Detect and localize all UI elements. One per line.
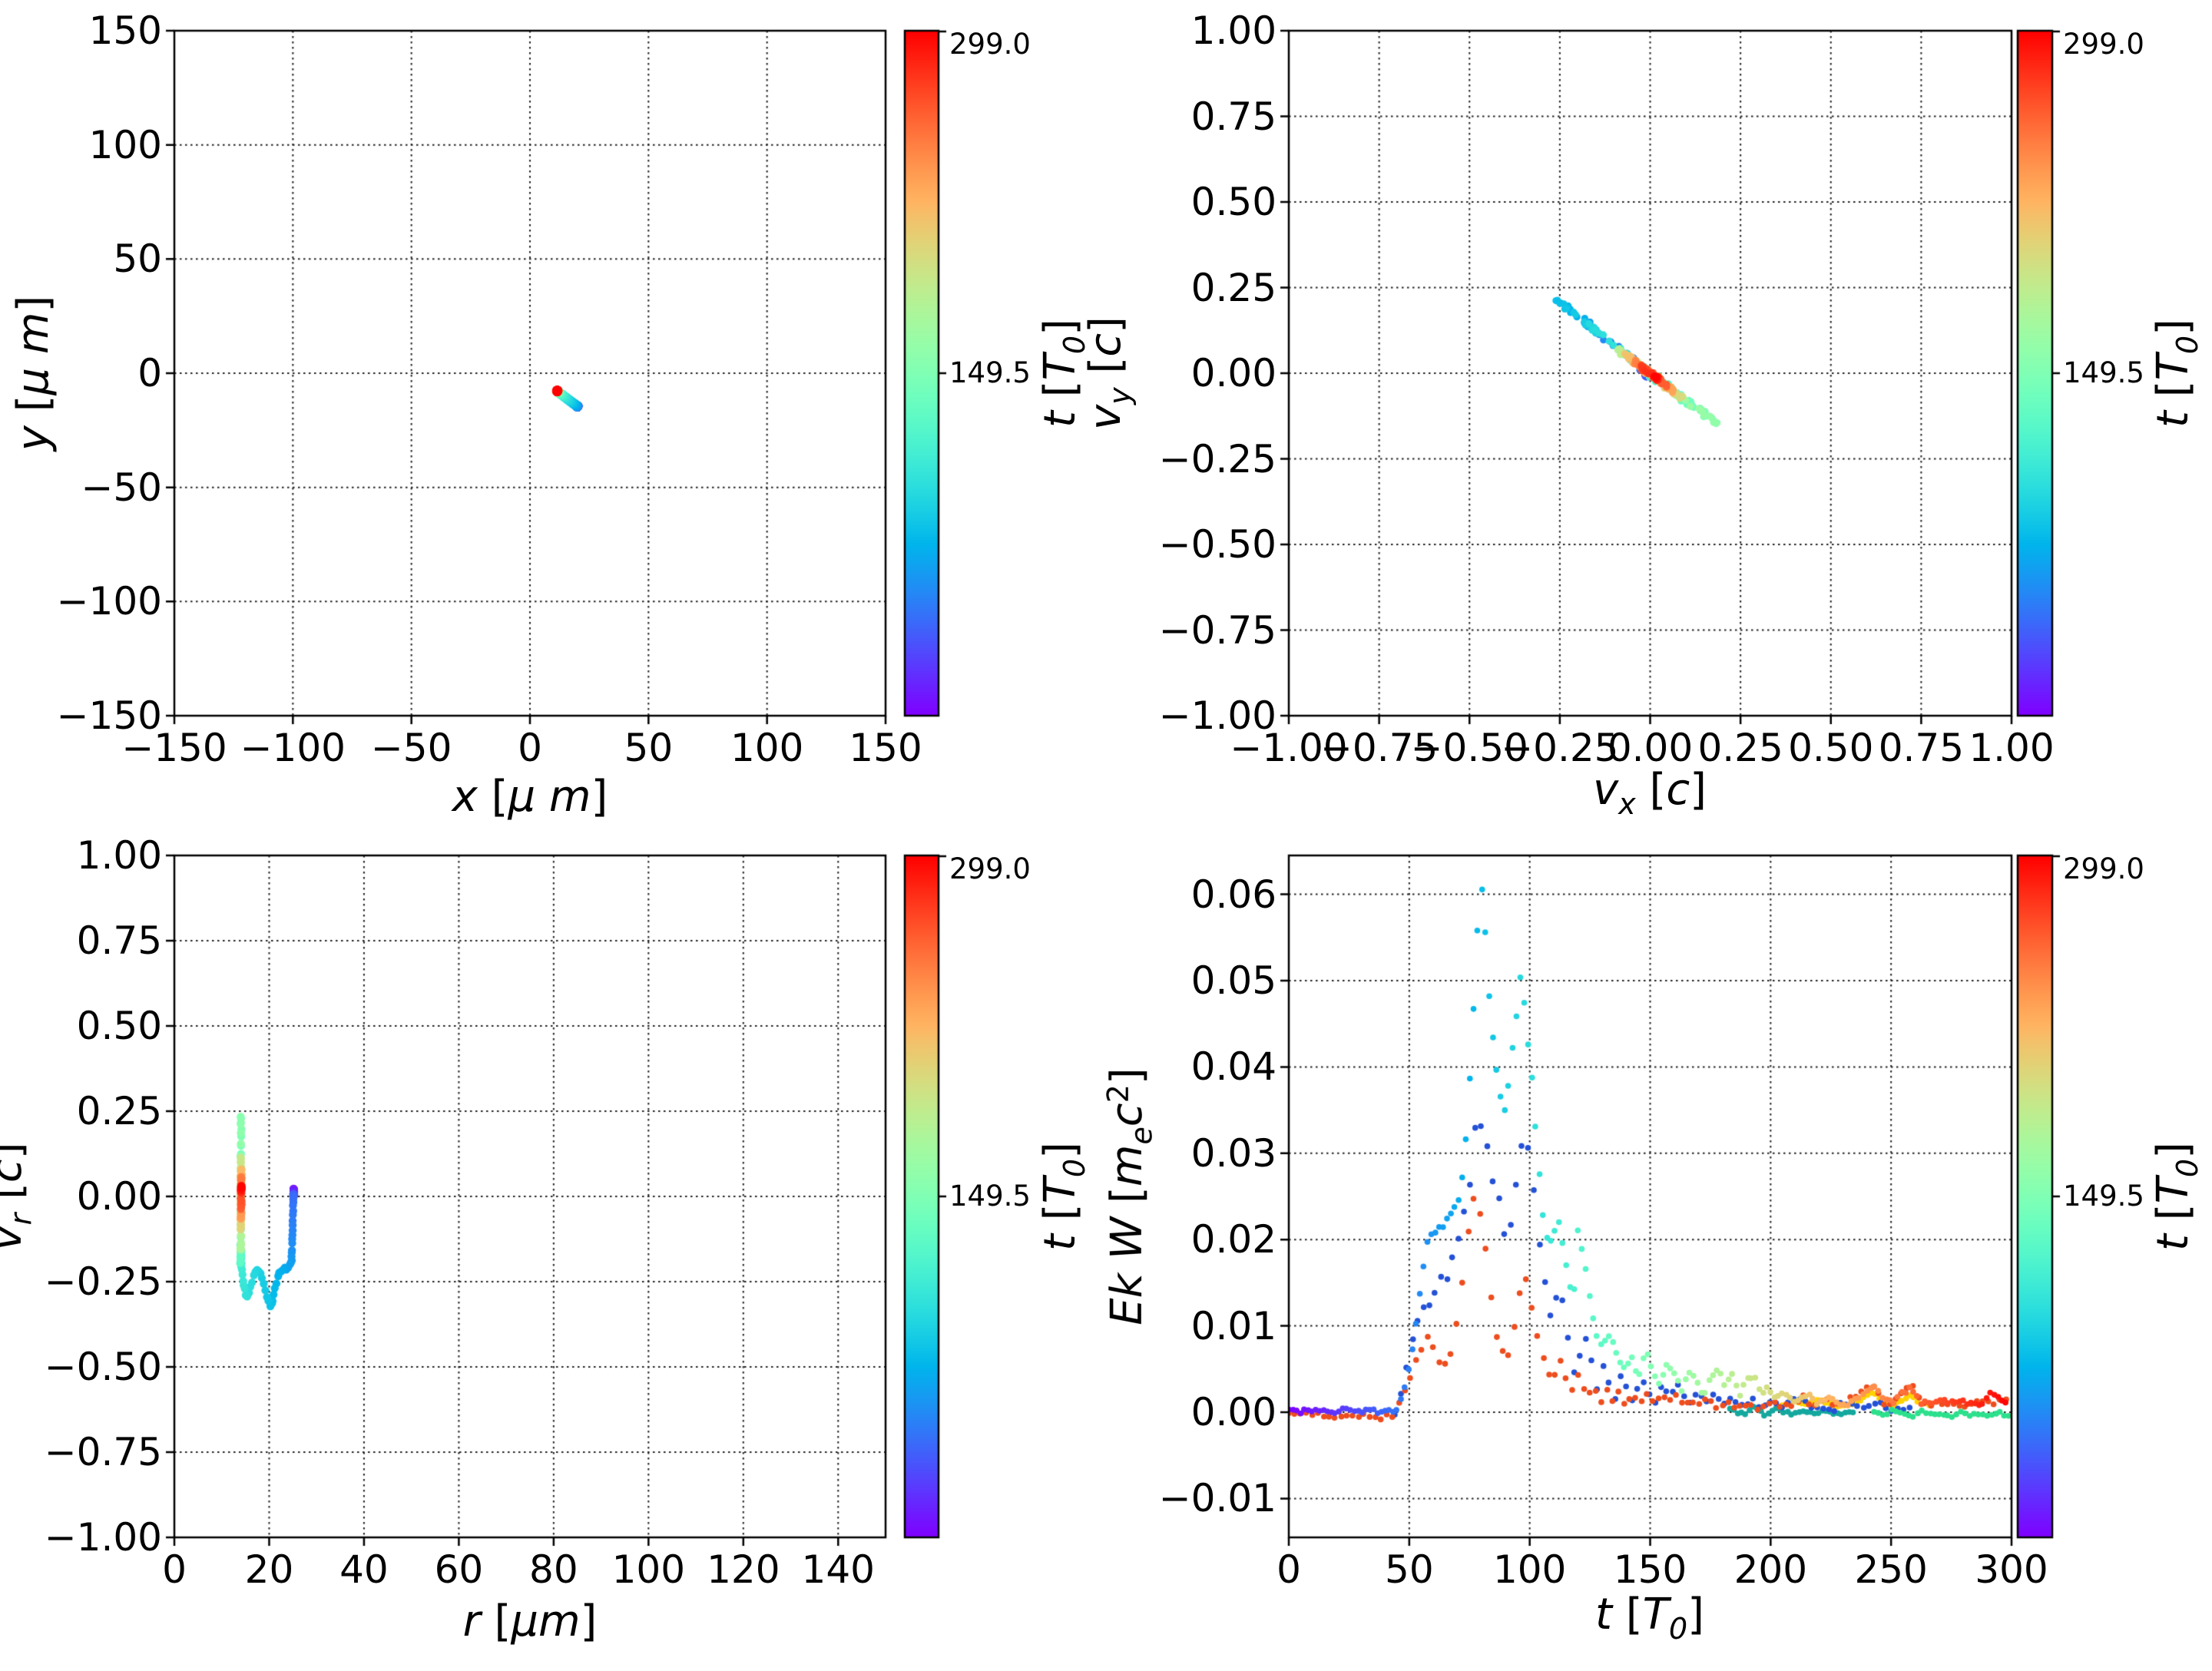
plot3-ytick-label: 0.25 — [76, 1089, 162, 1133]
plot4-xtick-label: 100 — [1492, 1547, 1567, 1592]
colorbar4-mid-label: 149.5 — [2063, 1180, 2144, 1213]
plot1-xtick-label: −150 — [121, 726, 227, 770]
plot4-xtick-label: 300 — [1975, 1547, 2048, 1592]
axis-label-y-plot4: Ek W [mec2] — [1101, 1067, 1159, 1325]
plot2-xtick-label: 0.00 — [1607, 726, 1694, 770]
plot4-xtick-label: 150 — [1613, 1547, 1687, 1592]
axis-label-x-plot3: r [μm] — [462, 1597, 598, 1646]
plot3-ytick-label: −0.25 — [44, 1259, 162, 1304]
plot2-xtick-label: −1.00 — [1230, 726, 1348, 770]
plot3-xtick-label: 120 — [707, 1547, 780, 1592]
plot2-xtick-label: 1.00 — [1969, 726, 2055, 770]
plot2-ytick-label: 0.75 — [1190, 94, 1277, 139]
colorbar2-mid-label: 149.5 — [2063, 356, 2144, 389]
plot3-xtick-label: 40 — [339, 1547, 389, 1592]
plot4-ytick-label: 0.03 — [1190, 1130, 1277, 1176]
colorbar2-title: t [T0] — [2147, 319, 2205, 428]
plot1-ytick-label: −150 — [56, 693, 162, 738]
plot3-ytick-label: 0.00 — [76, 1174, 162, 1219]
plot3-xtick-label: 140 — [801, 1547, 875, 1592]
axis-label-x-plot2: vx [c] — [1593, 764, 1707, 822]
plot2-ytick-label: 0.25 — [1190, 265, 1277, 310]
plot1-ytick-label: 150 — [88, 8, 162, 53]
plot4-ytick-label: −0.01 — [1158, 1476, 1277, 1521]
plot1-ytick-label: −100 — [56, 579, 162, 624]
plot1-xtick-label: −50 — [370, 726, 452, 770]
plot1-ytick-label: 0 — [137, 351, 162, 395]
plot2-xtick-label: 0.75 — [1878, 726, 1965, 770]
plot3-xtick-label: 100 — [611, 1547, 686, 1592]
plot2-xtick-label: 0.50 — [1788, 726, 1874, 770]
plot2-ytick-label: −1.00 — [1158, 693, 1277, 738]
plot2-xtick-label: −0.75 — [1320, 726, 1439, 770]
plot2-ytick-label: −0.50 — [1158, 522, 1277, 567]
plot1-xtick-label: 0 — [518, 726, 542, 770]
plot1-xtick-label: −100 — [240, 726, 346, 770]
plot3-ytick-label: −1.00 — [44, 1515, 162, 1560]
plot3-ytick-label: −0.75 — [44, 1430, 162, 1474]
plot2-xtick-label: −0.50 — [1410, 726, 1528, 770]
colorbar1-mid-label: 149.5 — [949, 356, 1031, 389]
plot3-xtick-label: 20 — [244, 1547, 294, 1592]
plot4-xtick-label: 250 — [1854, 1547, 1928, 1592]
plot2-xtick-label: −0.25 — [1501, 726, 1619, 770]
colorbar3-max-label: 299.0 — [949, 852, 1031, 885]
colorbar4-max-label: 299.0 — [2063, 852, 2144, 885]
colorbar4-title: t [T0] — [2147, 1142, 2205, 1251]
colorbar3-mid-label: 149.5 — [949, 1180, 1031, 1213]
plot1-xtick-label: 50 — [624, 726, 674, 770]
plot4-xtick-label: 0 — [1277, 1547, 1301, 1592]
plot2-xtick-label: 0.25 — [1697, 726, 1783, 770]
plot4-ytick-label: 0.01 — [1190, 1303, 1277, 1348]
plot1-ytick-label: −50 — [81, 465, 162, 510]
plot4-ytick-label: 0.05 — [1190, 958, 1277, 1003]
plot3-ytick-label: 1.00 — [76, 833, 162, 878]
plot4-ytick-label: 0.04 — [1190, 1044, 1277, 1090]
plot4-xtick-label: 200 — [1734, 1547, 1808, 1592]
plot4-ytick-label: 0.00 — [1190, 1390, 1277, 1434]
plot1-ytick-label: 50 — [113, 237, 162, 282]
plot1-ytick-label: 100 — [88, 122, 162, 167]
plot4-ytick-label: 0.02 — [1190, 1217, 1277, 1262]
plot2-ytick-label: −0.25 — [1158, 436, 1277, 481]
plot3-xtick-label: 0 — [162, 1547, 187, 1592]
plot2-ytick-label: 0.00 — [1190, 351, 1277, 395]
colorbar1-title: t [T0] — [1035, 319, 1092, 428]
plot1-xtick-label: 100 — [730, 726, 804, 770]
plot2-ytick-label: 0.50 — [1190, 180, 1277, 224]
axis-label-x-plot1: x [μ m] — [452, 772, 608, 822]
plot4-ytick-label: 0.06 — [1190, 872, 1277, 917]
plot1-xtick-label: 150 — [849, 726, 922, 770]
colorbar2-max-label: 299.0 — [2063, 28, 2144, 61]
plot2-ytick-label: 1.00 — [1190, 8, 1277, 53]
plot2-ytick-label: −0.75 — [1158, 607, 1277, 653]
colorbar1-max-label: 299.0 — [949, 28, 1031, 61]
axis-label-x-plot4: t [T0] — [1595, 1589, 1704, 1646]
colorbar3-title: t [T0] — [1035, 1142, 1092, 1251]
plot3-xtick-label: 60 — [434, 1547, 484, 1592]
plot3-xtick-label: 80 — [529, 1547, 578, 1592]
plot4-xtick-label: 50 — [1385, 1547, 1434, 1592]
plot3-ytick-label: −0.50 — [44, 1345, 162, 1389]
plot3-ytick-label: 0.75 — [76, 918, 162, 963]
plot3-ytick-label: 0.50 — [76, 1004, 162, 1048]
